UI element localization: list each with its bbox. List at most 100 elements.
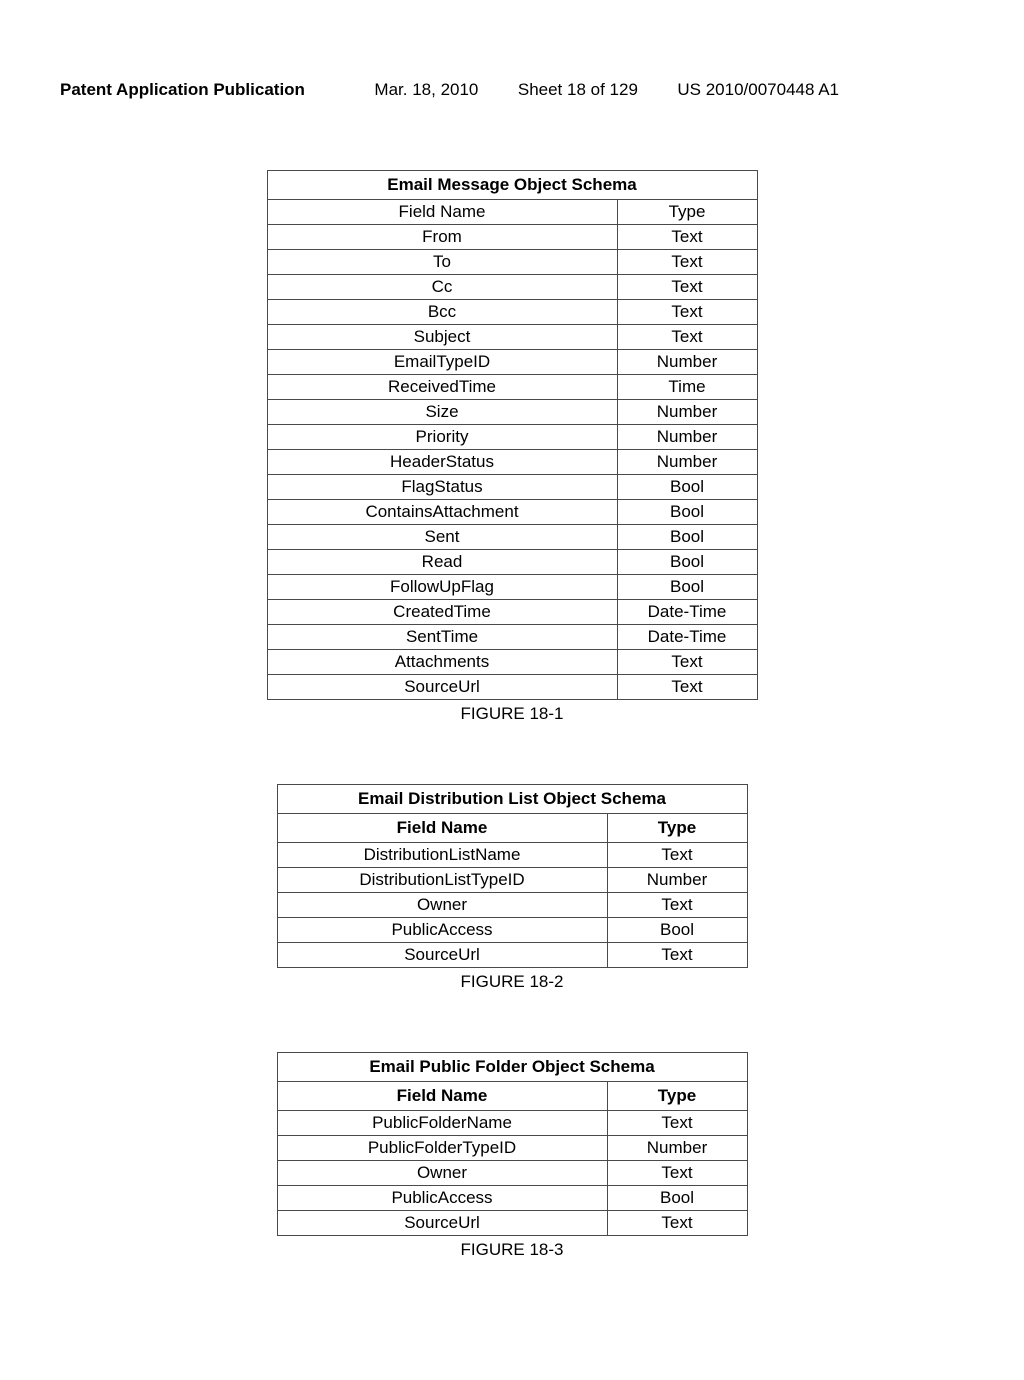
table-row: BccText bbox=[267, 300, 757, 325]
type-cell: Text bbox=[607, 893, 747, 918]
column-header-type: Type bbox=[607, 814, 747, 843]
field-name-cell: Cc bbox=[267, 275, 617, 300]
field-name-cell: FlagStatus bbox=[267, 475, 617, 500]
schema-title: Email Public Folder Object Schema bbox=[277, 1053, 747, 1082]
field-name-cell: Subject bbox=[267, 325, 617, 350]
table-row: ReceivedTimeTime bbox=[267, 375, 757, 400]
type-cell: Text bbox=[607, 1211, 747, 1236]
schema-table-3: Email Public Folder Object Schema Field … bbox=[277, 1052, 748, 1236]
type-cell: Bool bbox=[617, 475, 757, 500]
field-name-cell: SourceUrl bbox=[267, 675, 617, 700]
field-name-cell: Bcc bbox=[267, 300, 617, 325]
schema-table-2: Email Distribution List Object Schema Fi… bbox=[277, 784, 748, 968]
table-row: DistributionListTypeIDNumber bbox=[277, 868, 747, 893]
table-row: PublicAccessBool bbox=[277, 918, 747, 943]
field-name-cell: SourceUrl bbox=[277, 943, 607, 968]
table-row: PublicAccessBool bbox=[277, 1186, 747, 1211]
type-cell: Number bbox=[607, 868, 747, 893]
field-name-cell: CreatedTime bbox=[267, 600, 617, 625]
type-cell: Bool bbox=[607, 918, 747, 943]
field-name-cell: SourceUrl bbox=[277, 1211, 607, 1236]
field-name-cell: Priority bbox=[267, 425, 617, 450]
field-name-cell: Size bbox=[267, 400, 617, 425]
field-name-cell: To bbox=[267, 250, 617, 275]
type-cell: Number bbox=[617, 400, 757, 425]
type-cell: Text bbox=[607, 1161, 747, 1186]
field-name-cell: SentTime bbox=[267, 625, 617, 650]
type-cell: Text bbox=[617, 300, 757, 325]
type-cell: Number bbox=[617, 450, 757, 475]
field-name-cell: Owner bbox=[277, 1161, 607, 1186]
type-cell: Bool bbox=[617, 500, 757, 525]
field-name-cell: DistributionListName bbox=[277, 843, 607, 868]
type-cell: Text bbox=[617, 675, 757, 700]
table-row: ReadBool bbox=[267, 550, 757, 575]
schema-block-1: Email Message Object Schema Field Name T… bbox=[60, 170, 964, 724]
column-header-field-name: Field Name bbox=[277, 814, 607, 843]
field-name-cell: Owner bbox=[277, 893, 607, 918]
table-row: CreatedTimeDate-Time bbox=[267, 600, 757, 625]
type-cell: Number bbox=[617, 425, 757, 450]
figure-label: FIGURE 18-3 bbox=[60, 1240, 964, 1260]
table-row: AttachmentsText bbox=[267, 650, 757, 675]
table-row: FromText bbox=[267, 225, 757, 250]
table-row: SentBool bbox=[267, 525, 757, 550]
publication-number: US 2010/0070448 A1 bbox=[677, 80, 839, 99]
type-cell: Text bbox=[607, 1111, 747, 1136]
table-row: SizeNumber bbox=[267, 400, 757, 425]
table-row: PriorityNumber bbox=[267, 425, 757, 450]
table-row: SourceUrlText bbox=[277, 1211, 747, 1236]
table-row: PublicFolderNameText bbox=[277, 1111, 747, 1136]
page-header: Patent Application Publication Mar. 18, … bbox=[60, 80, 964, 100]
publication-date: Mar. 18, 2010 bbox=[374, 80, 478, 99]
table-row: SentTimeDate-Time bbox=[267, 625, 757, 650]
field-name-cell: ContainsAttachment bbox=[267, 500, 617, 525]
column-header-type: Type bbox=[617, 200, 757, 225]
page: Patent Application Publication Mar. 18, … bbox=[0, 0, 1024, 1380]
publication-label: Patent Application Publication bbox=[60, 80, 305, 99]
sheet-number: Sheet 18 of 129 bbox=[518, 80, 638, 99]
type-cell: Text bbox=[617, 650, 757, 675]
schema-title: Email Distribution List Object Schema bbox=[277, 785, 747, 814]
type-cell: Text bbox=[607, 943, 747, 968]
type-cell: Date-Time bbox=[617, 625, 757, 650]
table-row: EmailTypeIDNumber bbox=[267, 350, 757, 375]
column-header-field-name: Field Name bbox=[277, 1082, 607, 1111]
table-row: CcText bbox=[267, 275, 757, 300]
field-name-cell: PublicFolderName bbox=[277, 1111, 607, 1136]
table-row: SourceUrlText bbox=[277, 943, 747, 968]
table-row: HeaderStatusNumber bbox=[267, 450, 757, 475]
field-name-cell: FollowUpFlag bbox=[267, 575, 617, 600]
table-row: OwnerText bbox=[277, 893, 747, 918]
table-row: OwnerText bbox=[277, 1161, 747, 1186]
field-name-cell: PublicAccess bbox=[277, 918, 607, 943]
table-row: FollowUpFlagBool bbox=[267, 575, 757, 600]
type-cell: Bool bbox=[617, 525, 757, 550]
type-cell: Text bbox=[617, 250, 757, 275]
type-cell: Text bbox=[617, 275, 757, 300]
table-row: PublicFolderTypeIDNumber bbox=[277, 1136, 747, 1161]
column-header-type: Type bbox=[607, 1082, 747, 1111]
table-row: DistributionListNameText bbox=[277, 843, 747, 868]
column-header-field-name: Field Name bbox=[267, 200, 617, 225]
type-cell: Date-Time bbox=[617, 600, 757, 625]
field-name-cell: From bbox=[267, 225, 617, 250]
field-name-cell: EmailTypeID bbox=[267, 350, 617, 375]
type-cell: Bool bbox=[617, 575, 757, 600]
type-cell: Text bbox=[617, 225, 757, 250]
table-row: ToText bbox=[267, 250, 757, 275]
schema-block-2: Email Distribution List Object Schema Fi… bbox=[60, 784, 964, 992]
type-cell: Bool bbox=[617, 550, 757, 575]
field-name-cell: DistributionListTypeID bbox=[277, 868, 607, 893]
type-cell: Text bbox=[607, 843, 747, 868]
figure-label: FIGURE 18-2 bbox=[60, 972, 964, 992]
type-cell: Number bbox=[607, 1136, 747, 1161]
table-row: FlagStatusBool bbox=[267, 475, 757, 500]
field-name-cell: PublicFolderTypeID bbox=[277, 1136, 607, 1161]
type-cell: Text bbox=[617, 325, 757, 350]
figure-label: FIGURE 18-1 bbox=[60, 704, 964, 724]
field-name-cell: ReceivedTime bbox=[267, 375, 617, 400]
table-row: SourceUrlText bbox=[267, 675, 757, 700]
field-name-cell: Attachments bbox=[267, 650, 617, 675]
field-name-cell: Read bbox=[267, 550, 617, 575]
